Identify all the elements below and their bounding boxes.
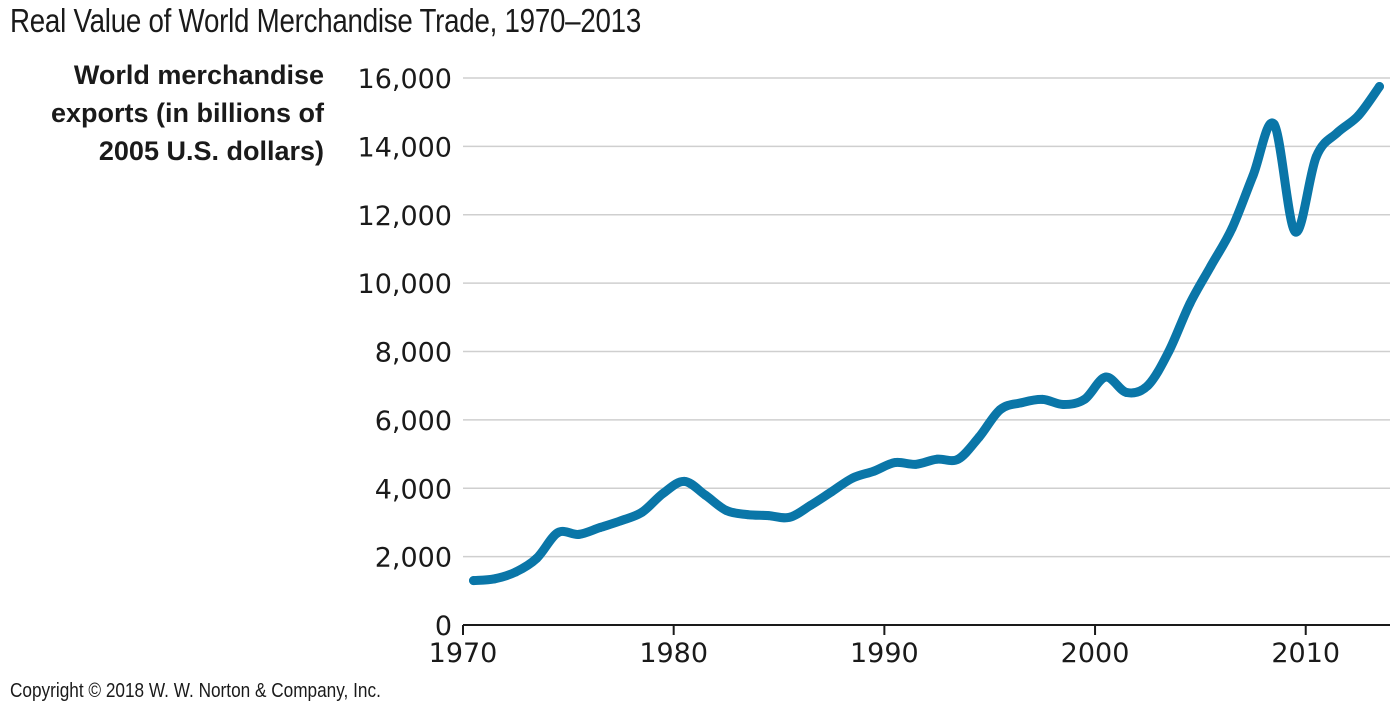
data-point	[469, 576, 479, 586]
data-point	[637, 507, 647, 517]
x-tick-label: 1990	[850, 638, 919, 669]
data-point	[574, 529, 584, 539]
data-point	[1206, 261, 1216, 271]
data-point	[1374, 82, 1384, 92]
data-point	[869, 466, 879, 476]
data-point	[1122, 388, 1132, 398]
data-point	[511, 567, 521, 577]
y-tick-label: 14,000	[358, 132, 452, 163]
x-tick-label: 1970	[429, 638, 498, 669]
data-point	[1058, 399, 1068, 409]
data-point	[1164, 347, 1174, 356]
data-point	[658, 488, 668, 498]
data-point	[890, 458, 900, 468]
data-point	[595, 523, 605, 533]
data-point	[953, 454, 963, 464]
data-point	[742, 510, 752, 520]
y-axis-label-line: exports (in billions of	[50, 98, 324, 128]
data-point	[763, 511, 773, 521]
y-tick-label: 0	[435, 611, 452, 642]
series-line	[469, 82, 1384, 586]
data-point	[616, 516, 626, 526]
y-axis-label: World merchandise exports (in billions o…	[4, 56, 324, 170]
data-point	[532, 553, 542, 563]
copyright-notice: Copyright © 2018 W. W. Norton & Company,…	[10, 680, 381, 702]
data-point	[932, 454, 942, 464]
y-axis-label-line: World merchandise	[73, 60, 324, 90]
y-tick-label: 12,000	[358, 201, 452, 232]
data-point	[806, 500, 816, 510]
data-point	[785, 512, 795, 522]
data-point	[848, 473, 858, 483]
data-point	[1143, 381, 1153, 391]
y-tick-labels: 0 2,000 4,000 6,000 8,000 10,000 12,000 14,000 1…	[358, 64, 452, 642]
y-axis-label-line: 2005 U.S. dollars)	[98, 136, 324, 166]
y-tick-label: 2,000	[375, 543, 452, 574]
chart-title: Real Value of World Merchandise Trade, 1…	[10, 2, 642, 39]
x-axis: 1970 1980 1990 2000 2010	[429, 624, 1390, 669]
grid-lines	[463, 77, 1390, 558]
y-tick-label: 10,000	[358, 269, 452, 300]
data-point	[827, 487, 837, 497]
data-point	[721, 505, 731, 515]
data-point	[490, 574, 500, 584]
data-point	[1248, 170, 1258, 180]
data-point	[679, 476, 689, 486]
data-point	[911, 459, 921, 469]
data-point	[700, 490, 710, 500]
y-tick-label: 4,000	[375, 474, 452, 505]
data-point	[1332, 128, 1342, 138]
x-tick-label: 2000	[1061, 638, 1130, 669]
series-group	[469, 82, 1384, 586]
y-tick-label: 16,000	[358, 64, 452, 95]
x-tick-label: 2010	[1271, 638, 1340, 669]
y-tick-label: 6,000	[375, 406, 452, 437]
data-point	[553, 528, 563, 538]
data-point	[1185, 299, 1195, 309]
data-point	[1290, 227, 1300, 237]
data-point	[1037, 394, 1047, 404]
data-point	[974, 432, 984, 442]
data-point	[1016, 398, 1026, 408]
data-point	[1269, 119, 1279, 129]
data-point	[995, 405, 1005, 415]
y-tick-label: 8,000	[375, 338, 452, 369]
data-point	[1227, 223, 1237, 233]
data-point	[1101, 372, 1111, 382]
data-point	[1311, 152, 1321, 162]
x-tick-label: 1980	[639, 638, 708, 669]
data-point	[1353, 111, 1363, 121]
data-point	[1080, 394, 1090, 404]
